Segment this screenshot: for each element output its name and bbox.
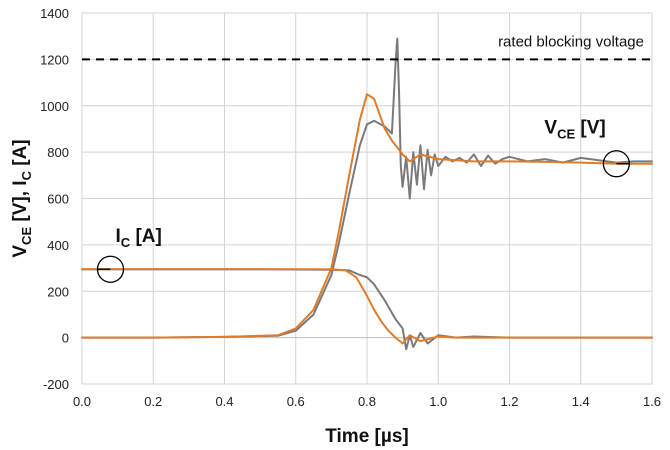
y-tick-label: 400: [47, 238, 69, 253]
grid: [81, 12, 653, 385]
y-tick-label: 600: [47, 192, 69, 207]
x-tick-label: 1.4: [572, 394, 590, 409]
ic-annotation: IC [A]: [116, 226, 162, 250]
tick-labels: 0.0 0.2 0.4 0.6 0.8 1.0 1.2 1.4 1.6 -200 0 200 400 60…: [40, 6, 661, 409]
x-tick-label: 1.0: [429, 394, 447, 409]
y-tick-label: 0: [62, 331, 69, 346]
x-tick-label: 1.6: [643, 394, 661, 409]
y-tick-label: 1400: [40, 6, 69, 21]
x-tick-label: 0.8: [358, 394, 376, 409]
y-axis-title: VCE [V], IC [A]: [10, 139, 34, 257]
y-tick-label: -200: [43, 377, 69, 392]
series-line: [81, 93, 653, 339]
series-lines: [81, 37, 653, 351]
reference-line-label: rated blocking voltage: [498, 33, 644, 50]
x-tick-label: 0.0: [73, 394, 91, 409]
y-tick-label: 200: [47, 284, 69, 299]
x-tick-label: 0.2: [144, 394, 162, 409]
x-tick-label: 1.2: [500, 394, 518, 409]
y-tick-label: 1200: [40, 52, 69, 67]
series-line: [81, 37, 653, 339]
series-line: [81, 268, 653, 345]
x-tick-label: 0.4: [215, 394, 233, 409]
y-tick-label: 800: [47, 145, 69, 160]
x-tick-label: 0.6: [287, 394, 305, 409]
vce-annotation: VCE [V]: [544, 118, 605, 142]
y-tick-label: 1000: [40, 99, 69, 114]
x-axis-title: Time [µs]: [325, 426, 408, 447]
